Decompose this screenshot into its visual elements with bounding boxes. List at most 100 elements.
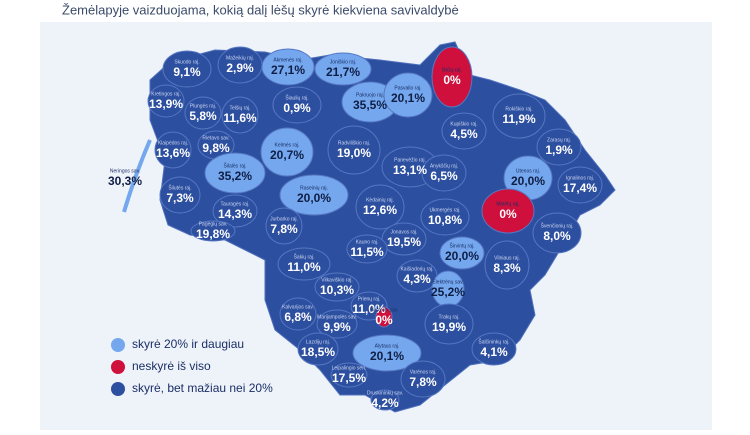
title: Žemėlapyje vaizduojama, kokią dalį lėšų … (62, 2, 459, 17)
region-value: 25,2% (431, 285, 465, 299)
region-value: 21,7% (326, 65, 360, 79)
region-value: 4,1% (480, 345, 508, 359)
region-name: Birštono sav. (370, 307, 399, 313)
region-name: Vilkaviškio raj. (321, 277, 353, 283)
region-value: 20,7% (270, 148, 304, 162)
region-name: Biržų raj. (442, 67, 462, 73)
region-name: Širvintų raj. (449, 242, 474, 249)
region (400, 360, 446, 398)
region-value: 6,5% (430, 169, 458, 183)
region-value: 19,5% (387, 235, 421, 249)
region-name: Skuodo raj. (174, 59, 199, 65)
region (279, 297, 317, 331)
region-name: Kalvarijos sav. (282, 304, 314, 310)
region-name: Šilutės raj. (168, 184, 191, 191)
region (184, 96, 222, 130)
region (316, 309, 358, 339)
region-name: Šalčininkų raj. (478, 338, 509, 345)
region (162, 50, 212, 88)
region (260, 127, 314, 177)
region-name: Raseinių raj. (300, 185, 328, 191)
region (471, 332, 517, 366)
region-value: 11,9% (502, 112, 536, 126)
region (159, 176, 201, 214)
region-name: Prienų raj. (358, 296, 381, 302)
legend-swatch (111, 382, 125, 396)
region (346, 234, 388, 264)
region-name: Telšių raj. (229, 105, 250, 111)
region-value: 19,8% (196, 227, 230, 241)
region-value: 0% (499, 207, 517, 221)
region-value: 17,4% (563, 181, 597, 195)
region (221, 96, 259, 134)
region-value: 2,9% (226, 61, 254, 75)
region-value: 4,5% (450, 127, 478, 141)
region-name: Jurbarko raj. (270, 216, 298, 222)
region-value: 13,6% (156, 146, 190, 160)
region (147, 84, 185, 118)
region-name: Rokiškio raj. (505, 106, 532, 112)
region (355, 184, 405, 230)
region (370, 389, 400, 411)
region-value: 7,8% (409, 375, 437, 389)
region (277, 247, 331, 281)
region-name: Kėdainių raj. (366, 197, 394, 203)
region-value: 9,8% (202, 141, 230, 155)
region-value: 8,3% (493, 261, 521, 275)
region-name: Tauragės raj. (221, 201, 250, 207)
region-value: 0,9% (283, 101, 311, 115)
region-value: 9,1% (173, 65, 201, 79)
region (212, 194, 258, 228)
region (265, 207, 303, 245)
neringa-spit (122, 139, 152, 213)
region (481, 188, 535, 234)
region-value: 11,5% (350, 245, 384, 259)
region-value: 5,8% (189, 109, 217, 123)
region (190, 220, 236, 242)
region-value: 10,3% (320, 283, 354, 297)
region-name: Utenos raj. (516, 168, 540, 174)
region-name: Radviliškio raj. (338, 140, 370, 146)
region-value: 7,8% (270, 222, 298, 236)
region-value: 6,8% (284, 310, 312, 324)
region-name: Panevėžio raj. (394, 157, 426, 163)
region-value: 20,0% (445, 249, 479, 263)
region-name: Klaipėdos raj. (158, 140, 188, 146)
region-name: Pakruojo raj. (356, 92, 384, 98)
region-name: Ukmergės raj. (429, 207, 460, 213)
region-name: Druskininkų sav. (367, 390, 403, 396)
region (297, 332, 339, 366)
region-name: Mažeikių raj. (226, 55, 254, 61)
region (352, 334, 422, 372)
region-value: 12,6% (363, 203, 397, 217)
legend-label: skyrė, bet mažiau nei 20% (132, 381, 273, 395)
region-name: Anykščių raj. (430, 163, 458, 169)
legend-label: neskyrė iš viso (132, 359, 211, 373)
region-value: 20,0% (297, 191, 331, 205)
region-name: Kupiškio raj. (450, 121, 477, 127)
region (375, 306, 393, 328)
region-value: 18,5% (301, 345, 335, 359)
region-name: Molėtų raj. (496, 201, 519, 207)
region-name: Ignalinos raj. (566, 175, 594, 181)
region-value: 4,2% (371, 396, 399, 410)
region-name: Kretingos raj. (151, 91, 180, 97)
region (314, 52, 372, 86)
region-value: 27,1% (271, 63, 305, 77)
region (431, 46, 473, 108)
region (484, 240, 530, 290)
region (154, 131, 192, 169)
region-value: 11,0% (287, 260, 321, 274)
legend-swatch (111, 338, 125, 352)
region (420, 198, 470, 236)
region (330, 362, 368, 388)
region-value: 20,0% (511, 174, 545, 188)
region (383, 72, 433, 118)
region-name: Elektrėnų sav. (432, 279, 463, 285)
region (204, 152, 266, 194)
legend-label: skyrė 20% ir daugiau (132, 337, 244, 351)
region (424, 303, 474, 345)
region-value: 17,5% (332, 371, 366, 385)
